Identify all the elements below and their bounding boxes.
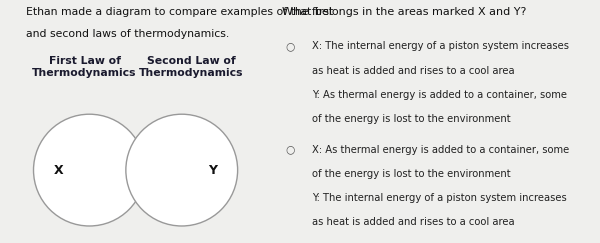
Text: ○: ○: [286, 145, 295, 155]
Text: Y: The internal energy of a piston system increases: Y: The internal energy of a piston syste…: [311, 193, 566, 203]
Text: Y: As thermal energy is added to a container, some: Y: As thermal energy is added to a conta…: [311, 90, 566, 100]
Text: Second Law of
Thermodynamics: Second Law of Thermodynamics: [139, 56, 244, 78]
Text: of the energy is lost to the environment: of the energy is lost to the environment: [311, 169, 510, 179]
Text: X: As thermal energy is added to a container, some: X: As thermal energy is added to a conta…: [311, 145, 569, 155]
Text: and second laws of thermodynamics.: and second laws of thermodynamics.: [26, 29, 229, 39]
Text: Ethan made a diagram to compare examples of the first: Ethan made a diagram to compare examples…: [26, 7, 334, 17]
Circle shape: [34, 114, 145, 226]
Text: as heat is added and rises to a cool area: as heat is added and rises to a cool are…: [311, 66, 514, 76]
Circle shape: [126, 114, 238, 226]
Text: X: X: [54, 164, 64, 177]
Text: Y: Y: [208, 164, 217, 177]
Text: First Law of
Thermodynamics: First Law of Thermodynamics: [32, 56, 137, 78]
Text: of the energy is lost to the environment: of the energy is lost to the environment: [311, 114, 510, 124]
Text: X: The internal energy of a piston system increases: X: The internal energy of a piston syste…: [311, 41, 569, 51]
Text: as heat is added and rises to a cool area: as heat is added and rises to a cool are…: [311, 217, 514, 227]
Text: What belongs in the areas marked X and Y?: What belongs in the areas marked X and Y…: [283, 7, 527, 17]
Text: ○: ○: [286, 41, 295, 51]
